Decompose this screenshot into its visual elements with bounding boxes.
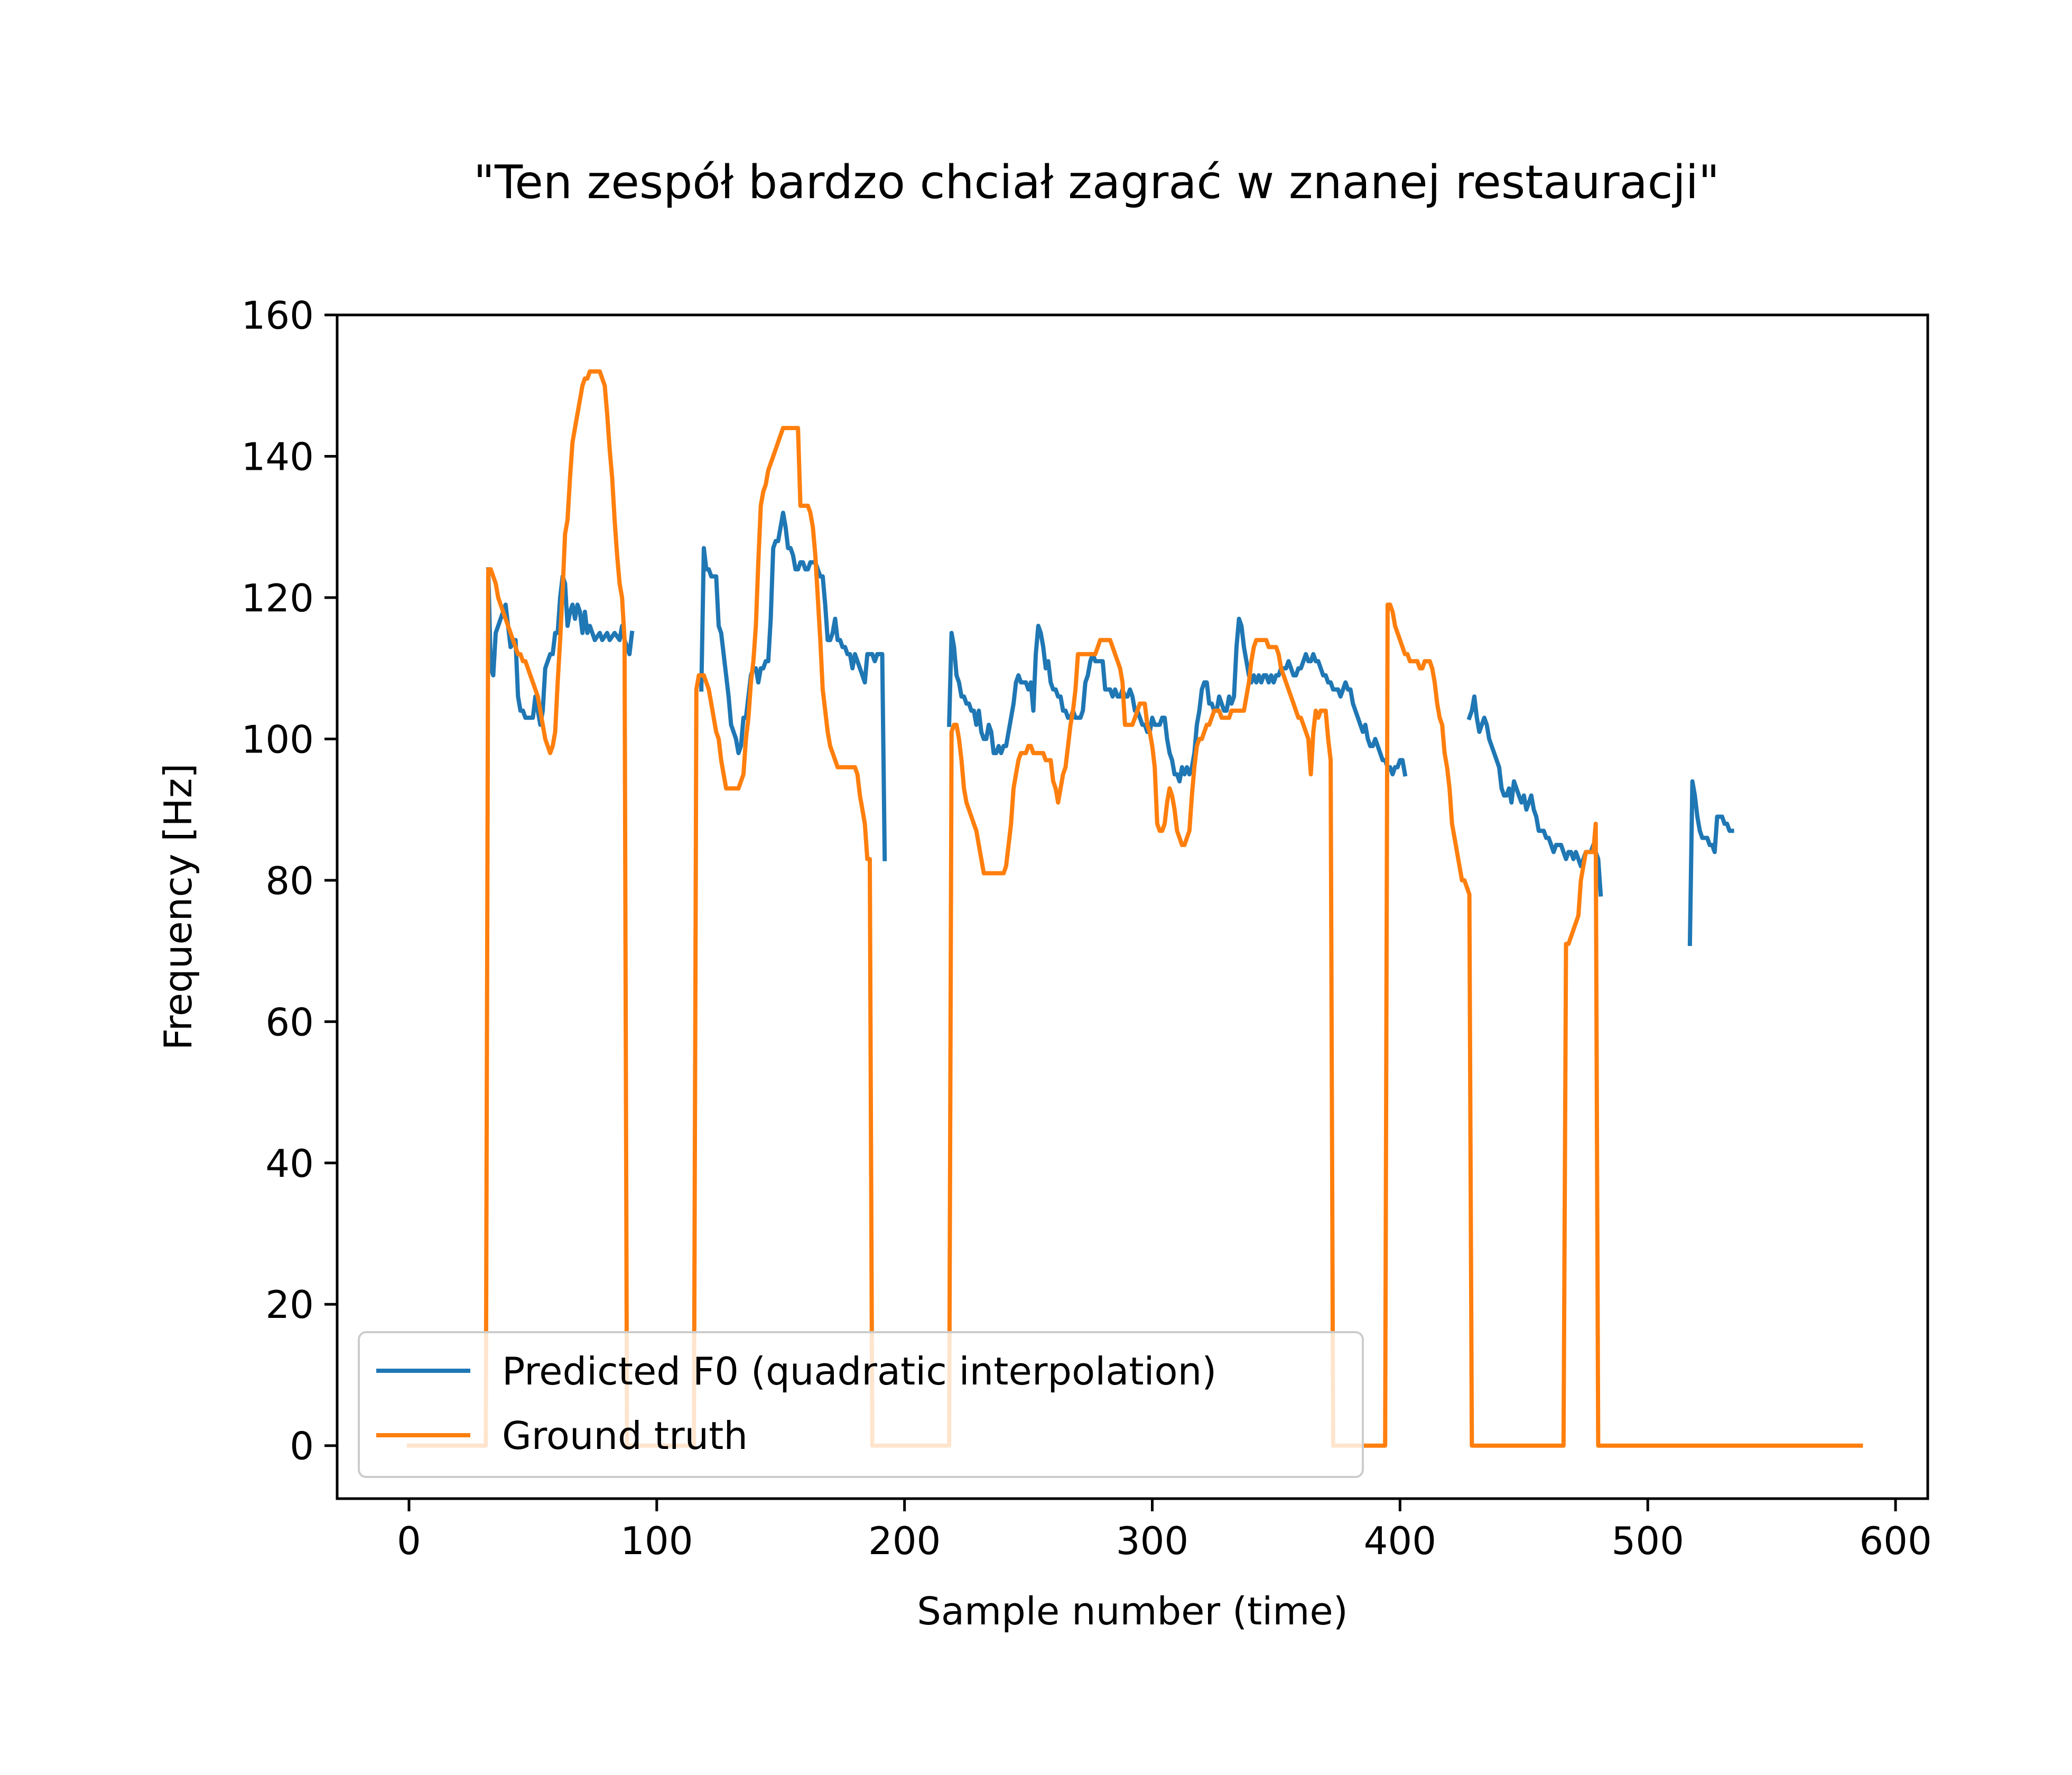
y-tick-label-40: 40 [265,1141,314,1186]
legend-box [358,1331,1364,1478]
y-tick-label-60: 60 [265,1000,314,1044]
legend-label-ground-truth: Ground truth [502,1414,748,1458]
x-tick-label-400: 400 [1364,1519,1436,1563]
series-line-predicted-segment-2 [699,510,887,861]
x-tick-label-100: 100 [620,1519,693,1563]
series-line-ground-truth [407,369,1863,1448]
y-tick-label-100: 100 [241,717,314,761]
chart-title: "Ten zespół bardzo chciał zagrać w znane… [473,155,1720,209]
y-axis-label: Frequency [Hz] [156,764,200,1051]
x-tick-label-0: 0 [397,1519,421,1563]
y-tick-label-80: 80 [265,859,314,903]
legend: Predicted F0 (quadratic interpolation) G… [358,1331,1364,1478]
x-tick-label-300: 300 [1116,1519,1188,1563]
y-tick-label-120: 120 [241,576,314,620]
plot-lines [407,369,1863,1448]
x-tick-label-600: 600 [1859,1519,1931,1563]
y-tick-label-0: 0 [290,1424,314,1469]
series-line-predicted-segment-4 [1466,694,1603,897]
y-tick-label-160: 160 [241,293,314,338]
legend-label-predicted: Predicted F0 (quadratic interpolation) [502,1349,1216,1393]
y-tick-label-140: 140 [241,434,314,479]
x-ticks: 0 100 200 300 400 500 600 [397,1499,1932,1563]
plot-frame [336,313,1929,1500]
y-ticks: 0 20 40 60 80 100 120 140 160 [241,293,337,1469]
x-axis-label: Sample number (time) [917,1589,1348,1633]
x-tick-label-200: 200 [868,1519,941,1563]
series-line-predicted-segment-3 [946,617,1408,784]
y-tick-label-20: 20 [265,1283,314,1327]
x-tick-label-500: 500 [1611,1519,1684,1563]
series-line-predicted-segment-5 [1687,779,1734,946]
